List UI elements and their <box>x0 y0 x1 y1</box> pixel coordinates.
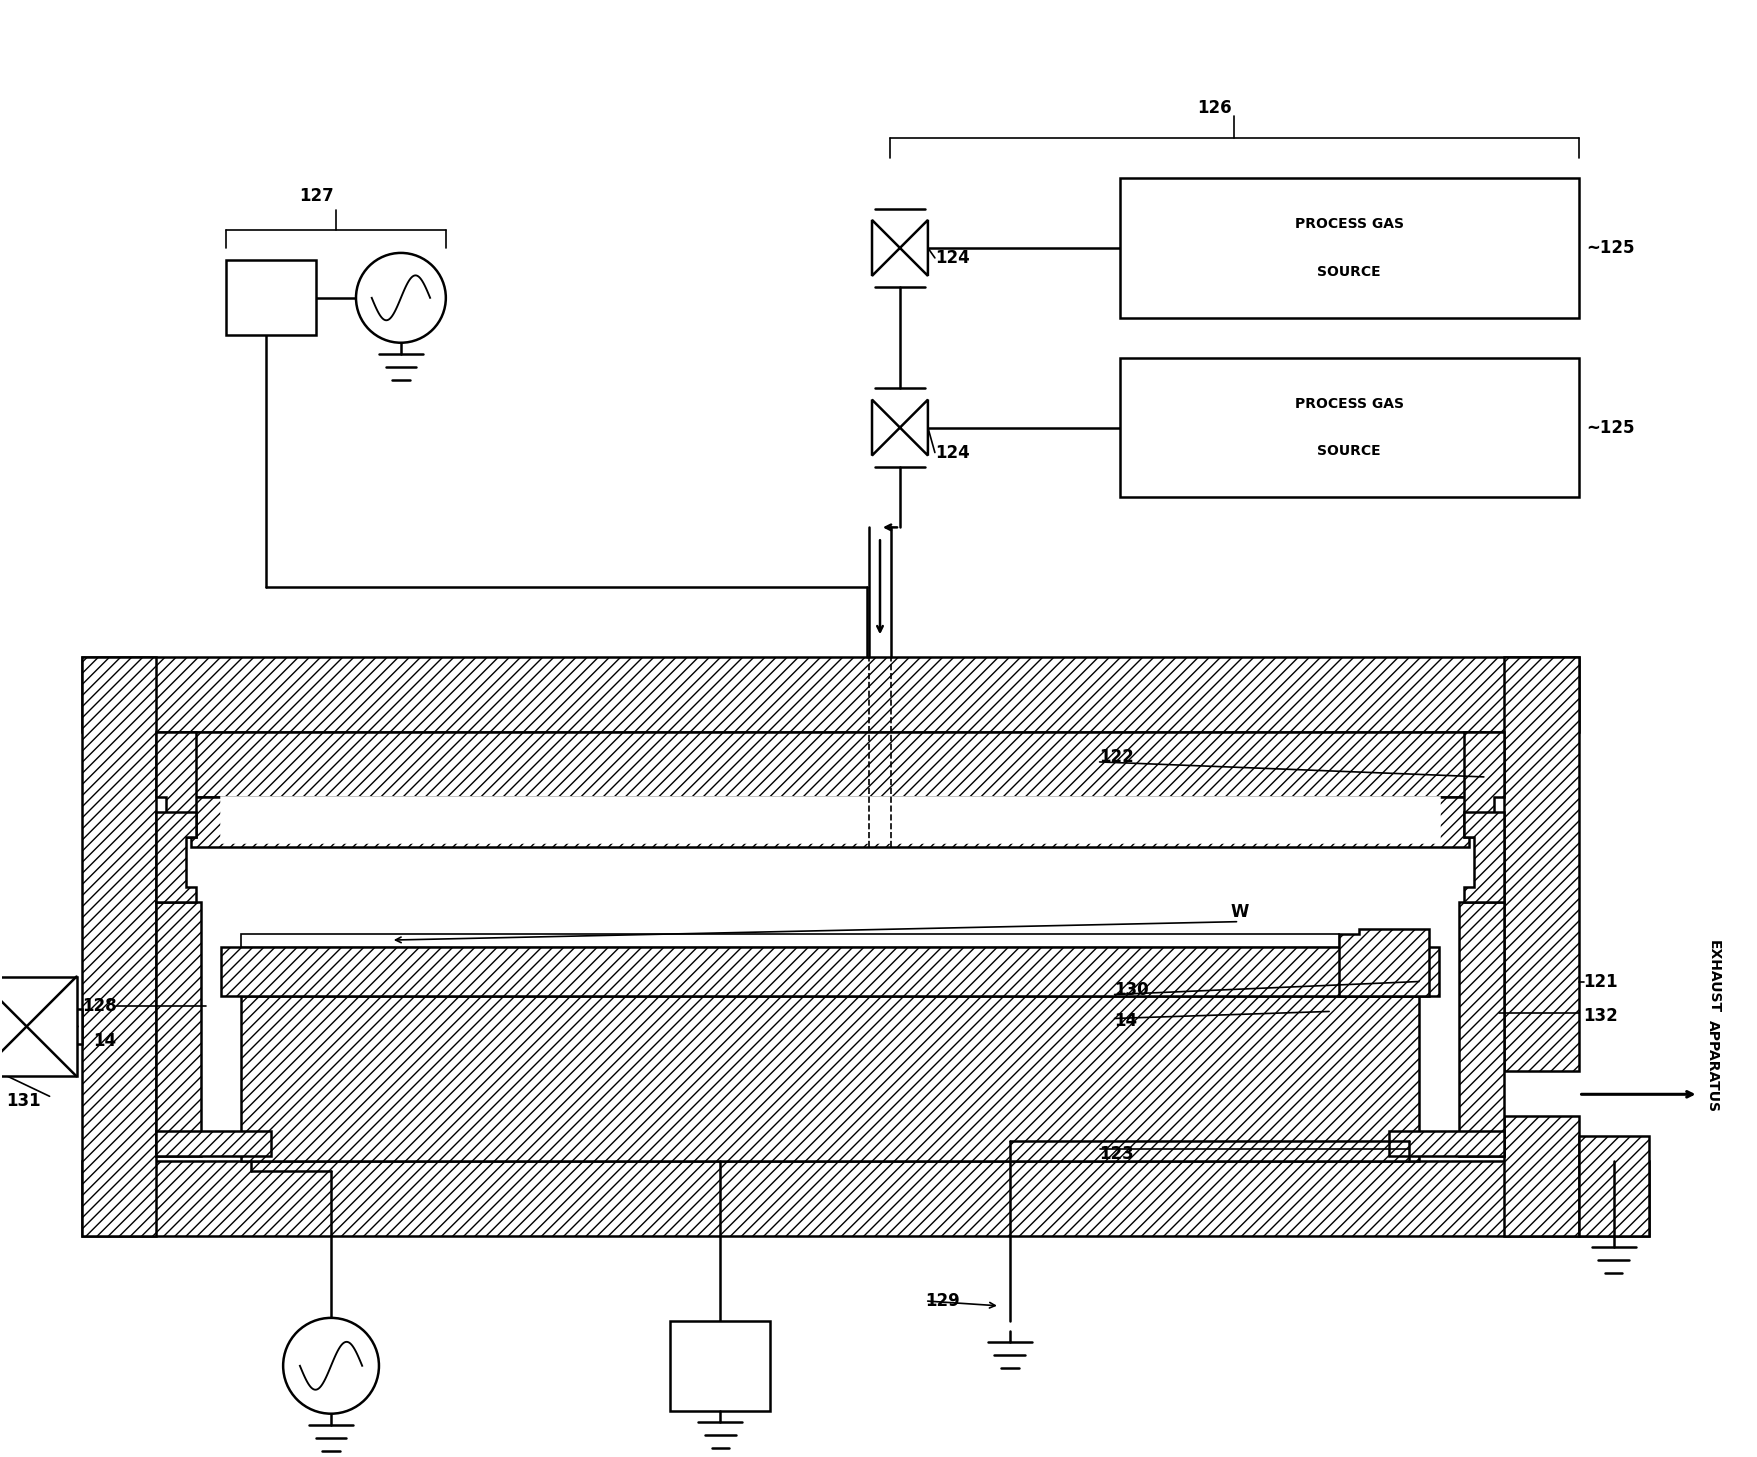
Text: SOURCE: SOURCE <box>1316 265 1381 278</box>
Text: ~125: ~125 <box>1587 418 1634 437</box>
Text: PROCESS GAS: PROCESS GAS <box>1293 396 1402 411</box>
Text: 122: 122 <box>1098 747 1133 766</box>
Bar <box>56 1008 81 1043</box>
Circle shape <box>357 254 446 342</box>
Bar <box>221 797 1439 842</box>
Text: EXHAUST: EXHAUST <box>1706 940 1720 1013</box>
Polygon shape <box>871 399 928 456</box>
Bar <box>1119 358 1578 497</box>
Text: SOURCE: SOURCE <box>1316 444 1381 459</box>
Text: 124: 124 <box>935 443 970 462</box>
Text: 130: 130 <box>1114 982 1149 1000</box>
Polygon shape <box>156 731 197 836</box>
Text: 129: 129 <box>924 1292 959 1310</box>
Circle shape <box>283 1319 380 1413</box>
Bar <box>221 947 1439 997</box>
Bar <box>1119 178 1578 318</box>
Bar <box>81 657 1578 731</box>
Bar <box>669 1321 770 1410</box>
Bar <box>227 261 316 335</box>
Text: APPARATUS: APPARATUS <box>1706 1020 1720 1112</box>
Bar <box>1458 902 1502 1157</box>
Polygon shape <box>871 220 928 275</box>
Bar <box>1388 1131 1502 1157</box>
Polygon shape <box>156 812 197 902</box>
Bar <box>156 1131 271 1157</box>
Text: 132: 132 <box>1583 1007 1618 1026</box>
Text: 123: 123 <box>1098 1145 1133 1163</box>
Text: 124: 124 <box>935 249 970 267</box>
Text: 126: 126 <box>1197 99 1232 117</box>
Text: PROCESS GAS: PROCESS GAS <box>1293 217 1402 232</box>
Bar <box>1502 657 1578 1071</box>
Polygon shape <box>1464 731 1502 836</box>
Text: 14: 14 <box>1114 1013 1137 1030</box>
Text: 14: 14 <box>93 1033 116 1050</box>
Bar <box>81 1161 1648 1236</box>
Text: W: W <box>1230 903 1247 921</box>
Bar <box>241 934 1339 947</box>
Text: ~125: ~125 <box>1587 239 1634 256</box>
Text: 121: 121 <box>1583 972 1618 991</box>
Bar <box>1502 1116 1578 1236</box>
Bar <box>176 731 1483 797</box>
Text: 128: 128 <box>83 998 116 1016</box>
Bar <box>192 797 1469 847</box>
Polygon shape <box>1339 928 1428 997</box>
Bar <box>81 657 156 1236</box>
Bar <box>1578 1136 1648 1236</box>
Text: 131: 131 <box>7 1093 40 1110</box>
Polygon shape <box>1464 812 1502 902</box>
Text: 127: 127 <box>299 186 334 204</box>
Bar <box>241 997 1418 1161</box>
Bar <box>156 902 202 1157</box>
Bar <box>0 976 77 1077</box>
